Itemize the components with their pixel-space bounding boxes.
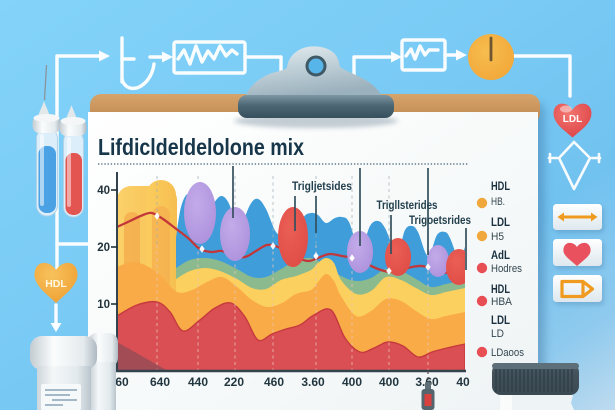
- svg-text:HDL: HDL: [491, 179, 510, 193]
- svg-text:40: 40: [97, 185, 110, 197]
- svg-text:460: 460: [264, 375, 284, 389]
- svg-text:Trigoetsrides: Trigoetsrides: [409, 215, 471, 227]
- svg-text:440: 440: [188, 375, 208, 389]
- svg-text:Trigljetsides: Trigljetsides: [292, 181, 352, 193]
- svg-text:HB.: HB.: [491, 196, 505, 208]
- svg-text:LDL: LDL: [563, 114, 582, 125]
- svg-text:HDL: HDL: [45, 278, 67, 290]
- svg-text:LDaoos: LDaoos: [491, 347, 524, 359]
- svg-text:Trigllsterides: Trigllsterides: [377, 200, 438, 212]
- svg-text:220: 220: [224, 375, 244, 389]
- svg-text:60: 60: [115, 375, 129, 389]
- svg-text:LD: LD: [491, 328, 504, 340]
- svg-text:AdL: AdL: [491, 248, 510, 262]
- svg-text:Hodres: Hodres: [491, 263, 522, 275]
- svg-text:HDL: HDL: [491, 282, 510, 296]
- svg-text:400: 400: [342, 375, 362, 389]
- svg-text:LDL: LDL: [491, 313, 510, 327]
- svg-text:LDL: LDL: [491, 215, 510, 229]
- svg-text:Lifdicldeldelolone mix: Lifdicldeldelolone mix: [98, 134, 304, 160]
- svg-text:20: 20: [97, 242, 110, 254]
- svg-text:10: 10: [97, 299, 110, 311]
- svg-text:HBA: HBA: [491, 296, 513, 308]
- svg-text:3.60: 3.60: [301, 375, 325, 389]
- svg-text:640: 640: [150, 375, 170, 389]
- svg-text:H5: H5: [491, 231, 504, 243]
- svg-text:40: 40: [456, 375, 470, 389]
- svg-text:400: 400: [379, 375, 399, 389]
